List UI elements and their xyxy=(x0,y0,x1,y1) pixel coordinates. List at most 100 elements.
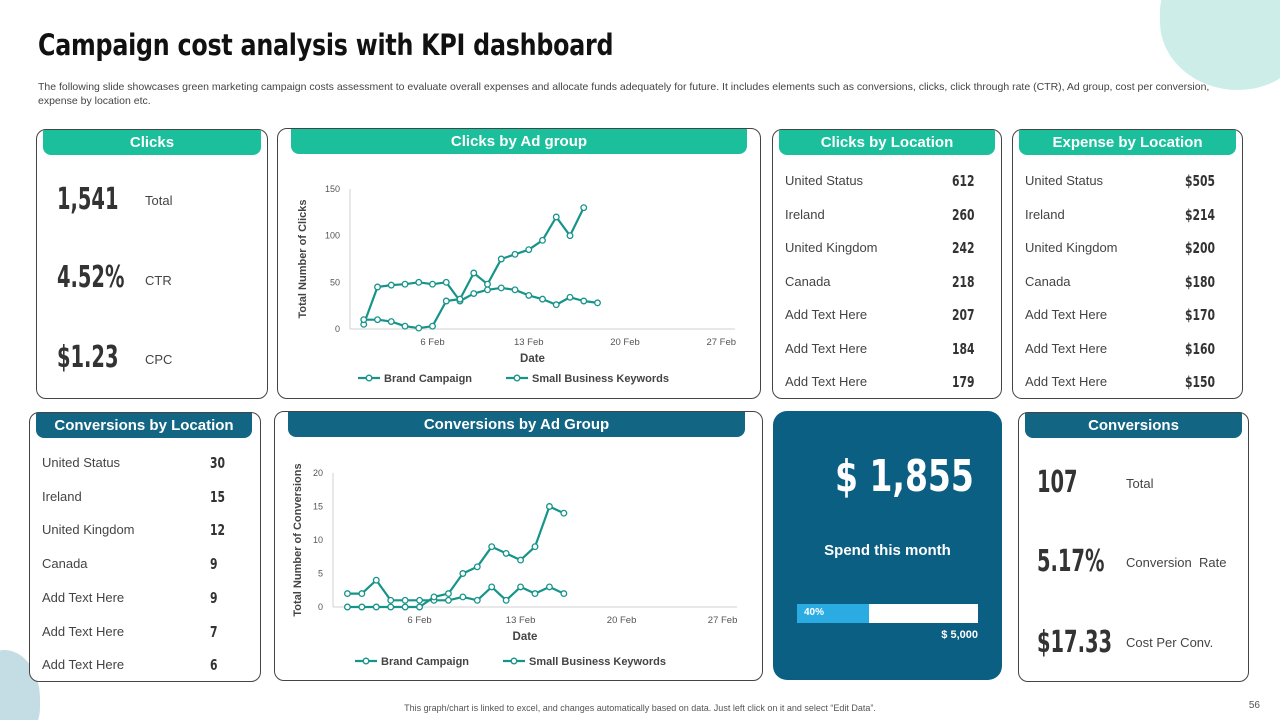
cost-per-conversion-value: $17.33 xyxy=(1037,625,1112,660)
location-row: Ireland 260 xyxy=(773,205,1001,225)
series-line-small-business-keywords xyxy=(347,505,565,609)
legend-label: Small Business Keywords xyxy=(532,373,669,385)
location-name: Add Text Here xyxy=(785,307,868,322)
y-tick-label: 20 xyxy=(313,468,323,478)
y-tick-label: 0 xyxy=(318,602,323,612)
budget-progress-percent: 40% xyxy=(804,607,825,618)
location-name: Add Text Here xyxy=(785,340,868,356)
location-row: Add Text Here 6 xyxy=(30,655,260,675)
data-point xyxy=(560,590,568,598)
conversion-rate-value: 5.17% xyxy=(1037,544,1105,579)
clicks-line-chart: 0 50 100 150 6 Feb 13 Feb 20 Feb 27 Feb Date Tota… xyxy=(297,184,736,385)
location-row: Add Text Here $160 xyxy=(1013,339,1242,359)
location-name: Canada xyxy=(785,273,831,289)
location-row: Add Text Here $150 xyxy=(1013,372,1242,392)
location-name: United Kingdom xyxy=(42,522,135,538)
legend-marker xyxy=(362,657,370,665)
location-row: Ireland 15 xyxy=(30,487,260,507)
data-point xyxy=(594,299,601,307)
data-point xyxy=(358,603,366,611)
y-tick-label: 15 xyxy=(313,502,323,512)
data-point xyxy=(502,549,510,557)
clicks-cpc-value: $1.23 xyxy=(57,340,119,375)
data-point xyxy=(517,556,525,564)
location-row: United Kingdom 12 xyxy=(30,520,260,540)
y-tick-label: 50 xyxy=(330,277,340,287)
x-axis-title: Date xyxy=(513,631,538,643)
clicks-total-label: Total xyxy=(145,193,173,208)
data-point xyxy=(401,280,409,288)
location-name: Add Text Here xyxy=(785,374,868,389)
data-point xyxy=(416,596,424,604)
data-point xyxy=(525,291,533,299)
location-value: 9 xyxy=(210,555,218,574)
location-name: Add Text Here xyxy=(1025,374,1108,389)
data-point xyxy=(430,593,438,601)
decorative-blob-top-right xyxy=(1160,0,1280,90)
clicks-panel-header: Clicks xyxy=(43,130,261,155)
location-value: 242 xyxy=(952,239,975,257)
location-value: $505 xyxy=(1185,172,1216,190)
location-row: Ireland $214 xyxy=(1013,205,1242,225)
data-point xyxy=(401,596,409,604)
location-value: $180 xyxy=(1185,272,1216,291)
legend-marker xyxy=(365,374,373,382)
legend-marker xyxy=(513,374,521,382)
location-value: 9 xyxy=(210,588,218,607)
location-name: Add Text Here xyxy=(42,657,125,673)
data-point xyxy=(488,583,496,591)
location-name: United Kingdom xyxy=(1025,240,1118,255)
location-name: Canada xyxy=(1025,273,1071,289)
location-name: Add Text Here xyxy=(42,623,125,639)
legend-marker xyxy=(510,657,518,665)
data-point xyxy=(539,295,546,303)
conversions-panel: Conversions 107 Total 5.17% Conversion R… xyxy=(1018,412,1249,682)
data-point xyxy=(374,283,381,291)
data-point xyxy=(470,290,478,297)
data-point xyxy=(552,213,560,221)
data-point xyxy=(442,278,450,286)
data-point xyxy=(415,324,423,332)
y-tick-label: 150 xyxy=(325,184,340,194)
page-subtitle: The following slide showcases green mark… xyxy=(38,81,1210,107)
location-value: 7 xyxy=(210,622,218,641)
x-tick-label: 6 Feb xyxy=(420,337,444,348)
y-axis-title: Total Number of Clicks xyxy=(297,200,309,319)
conversions-by-ad-group-header: Conversions by Ad Group xyxy=(288,412,745,437)
data-point xyxy=(343,590,351,598)
data-point xyxy=(456,295,464,303)
data-point xyxy=(387,596,395,604)
data-point xyxy=(442,297,450,305)
location-name: United Status xyxy=(1025,173,1104,188)
cost-per-conversion-label: Cost Per Conv. xyxy=(1126,635,1214,650)
conversion-rate-label: Conversion Rate xyxy=(1126,555,1227,570)
data-point xyxy=(387,603,395,611)
location-value: 15 xyxy=(210,487,226,506)
clicks-by-ad-group-panel: Clicks by Ad group 0 50 100 150 6 Feb 13 Feb 2… xyxy=(277,128,761,399)
data-point xyxy=(484,280,491,288)
data-point xyxy=(470,269,478,277)
data-point xyxy=(473,563,481,571)
location-name: Canada xyxy=(42,556,88,572)
conversions-total-value: 107 xyxy=(1037,465,1078,500)
x-axis-title: Date xyxy=(520,353,545,365)
location-name: Add Text Here xyxy=(42,589,125,605)
data-point xyxy=(358,590,366,598)
expense-by-location-panel: Expense by Location United Status $505 Ire… xyxy=(1012,129,1243,399)
data-point xyxy=(511,286,519,294)
location-value: 207 xyxy=(952,306,975,324)
data-point xyxy=(459,570,467,577)
location-value: 179 xyxy=(952,373,975,391)
location-value: 6 xyxy=(210,656,218,675)
location-name: United Kingdom xyxy=(785,240,878,255)
data-point xyxy=(374,316,381,324)
expense-by-location-header: Expense by Location xyxy=(1019,130,1236,155)
y-tick-label: 10 xyxy=(313,535,323,545)
data-point xyxy=(401,322,409,330)
location-value: 218 xyxy=(952,272,975,291)
data-point xyxy=(539,236,546,244)
series-line-brand-campaign xyxy=(362,281,598,325)
data-point xyxy=(545,583,553,591)
data-point xyxy=(343,603,351,611)
data-point xyxy=(473,596,481,604)
